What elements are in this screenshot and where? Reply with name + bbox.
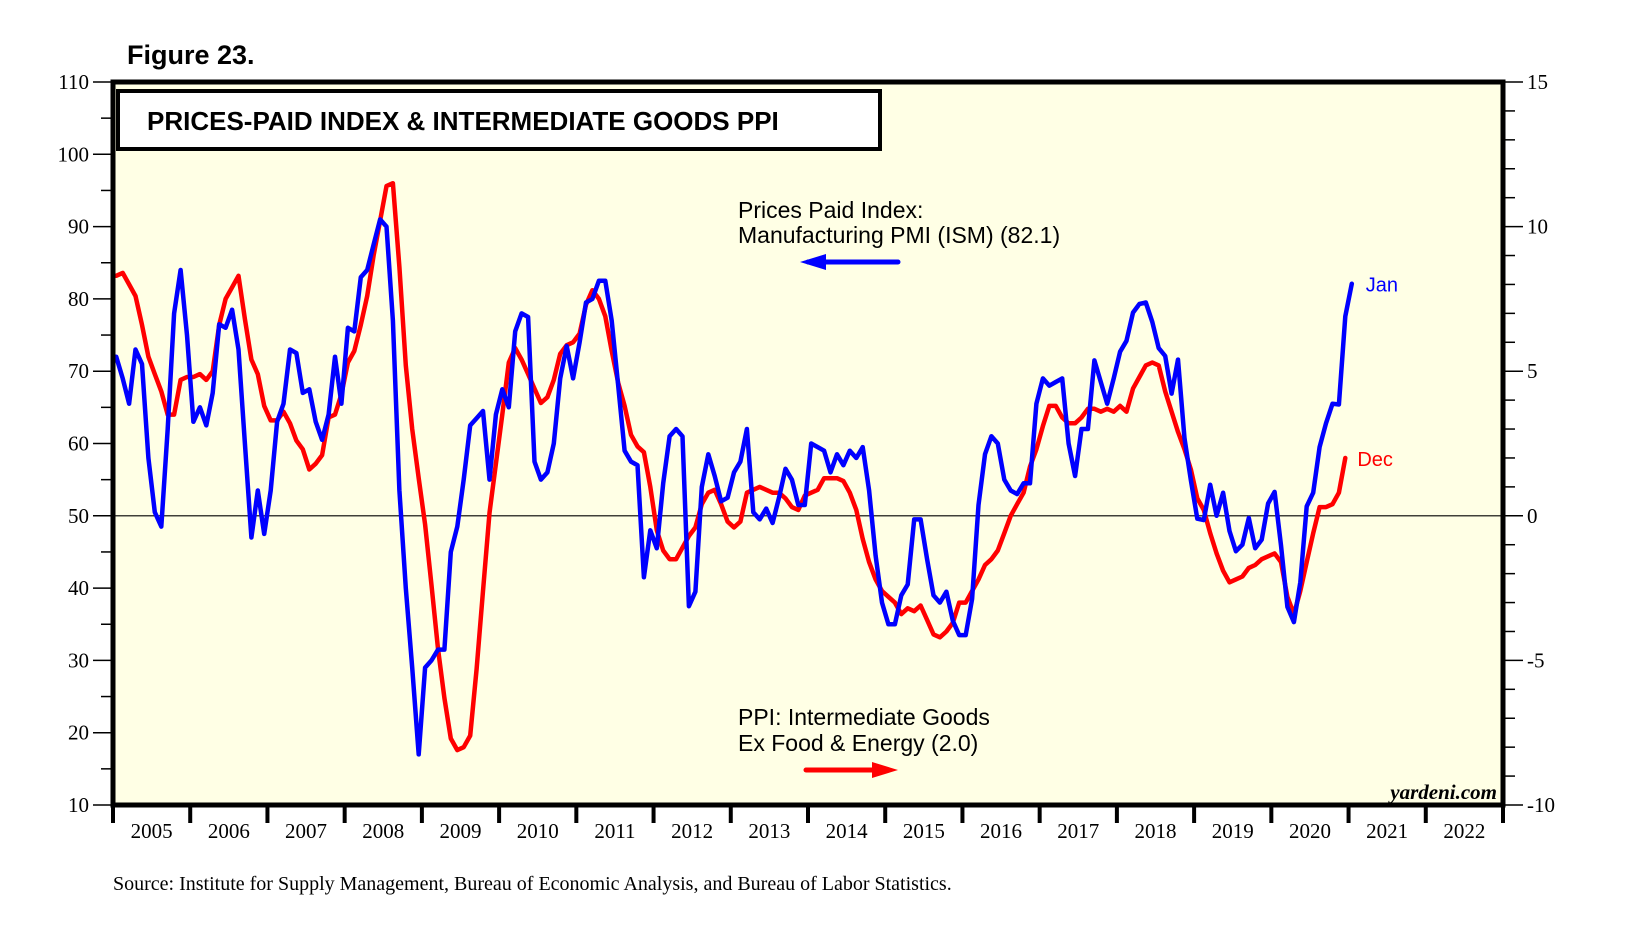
left-tick-label: 110 [58, 70, 89, 94]
prices-paid-end-label: Jan [1366, 275, 1398, 297]
right-tick-label: -10 [1527, 793, 1555, 817]
ppi-end-label: Dec [1357, 449, 1393, 471]
left-tick-label: 50 [68, 504, 89, 528]
year-label: 2014 [826, 819, 869, 843]
right-arrow-icon [803, 762, 898, 778]
figure-label: Figure 23. [127, 40, 255, 70]
source-note: Source: Institute for Supply Management,… [113, 873, 952, 895]
left-tick-label: 70 [68, 359, 89, 383]
year-label: 2005 [131, 819, 173, 843]
year-label: 2016 [980, 819, 1022, 843]
left-y-axis: 10 20 30 40 50 60 70 80 90 100 110 [58, 70, 113, 817]
left-tick-label: 60 [68, 432, 89, 456]
left-arrow-icon [800, 254, 901, 270]
right-tick-label: 10 [1527, 215, 1548, 239]
title-box-border [116, 89, 882, 151]
prices-paid-label-line2: Manufacturing PMI (ISM) (82.1) [738, 222, 1060, 248]
year-label: 2019 [1212, 819, 1254, 843]
year-label: 2011 [594, 819, 635, 843]
right-tick-label: 5 [1527, 359, 1538, 383]
right-y-axis: -10 -5 0 5 10 15 [1503, 70, 1555, 817]
year-label: 2008 [362, 819, 404, 843]
left-tick-label: 80 [68, 287, 89, 311]
year-label: 2021 [1366, 819, 1408, 843]
chart-title-box: PRICES-PAID INDEX & INTERMEDIATE GOODS P… [116, 89, 882, 151]
left-tick-label: 40 [68, 576, 89, 600]
prices-paid-label-line1: Prices Paid Index: [738, 197, 923, 223]
right-tick-label: 15 [1527, 70, 1548, 94]
ppi-label-line2: Ex Food & Energy (2.0) [738, 730, 978, 756]
left-tick-label: 30 [68, 648, 89, 672]
watermark: yardeni.com [1387, 780, 1497, 804]
x-axis: 2005 2006 2007 2008 2009 2010 2011 2012 2013 2014… [111, 805, 1505, 843]
left-tick-label: 10 [68, 793, 89, 817]
left-tick-label: 90 [68, 215, 89, 239]
ppi-label-line1: PPI: Intermediate Goods [738, 704, 990, 730]
left-tick-label: 20 [68, 721, 89, 745]
left-tick-label: 100 [58, 142, 90, 166]
chart-title: PRICES-PAID INDEX & INTERMEDIATE GOODS P… [147, 106, 779, 136]
year-label: 2013 [748, 819, 790, 843]
ppi-line [113, 180, 1348, 753]
year-label: 2020 [1289, 819, 1331, 843]
year-label: 2018 [1135, 819, 1177, 843]
prices-paid-line [113, 217, 1355, 757]
year-label: 2007 [285, 819, 327, 843]
series-layer [113, 180, 1355, 757]
plot-background [113, 82, 1503, 805]
year-label: 2009 [440, 819, 482, 843]
annotations: Prices Paid Index: Manufacturing PMI (IS… [738, 197, 1497, 804]
year-label: 2012 [671, 819, 713, 843]
right-tick-label: -5 [1527, 648, 1545, 672]
year-label: 2010 [517, 819, 559, 843]
year-label: 2006 [208, 819, 250, 843]
right-tick-label: 0 [1527, 504, 1538, 528]
year-label: 2015 [903, 819, 945, 843]
year-label: 2022 [1443, 819, 1485, 843]
year-label: 2017 [1057, 819, 1099, 843]
